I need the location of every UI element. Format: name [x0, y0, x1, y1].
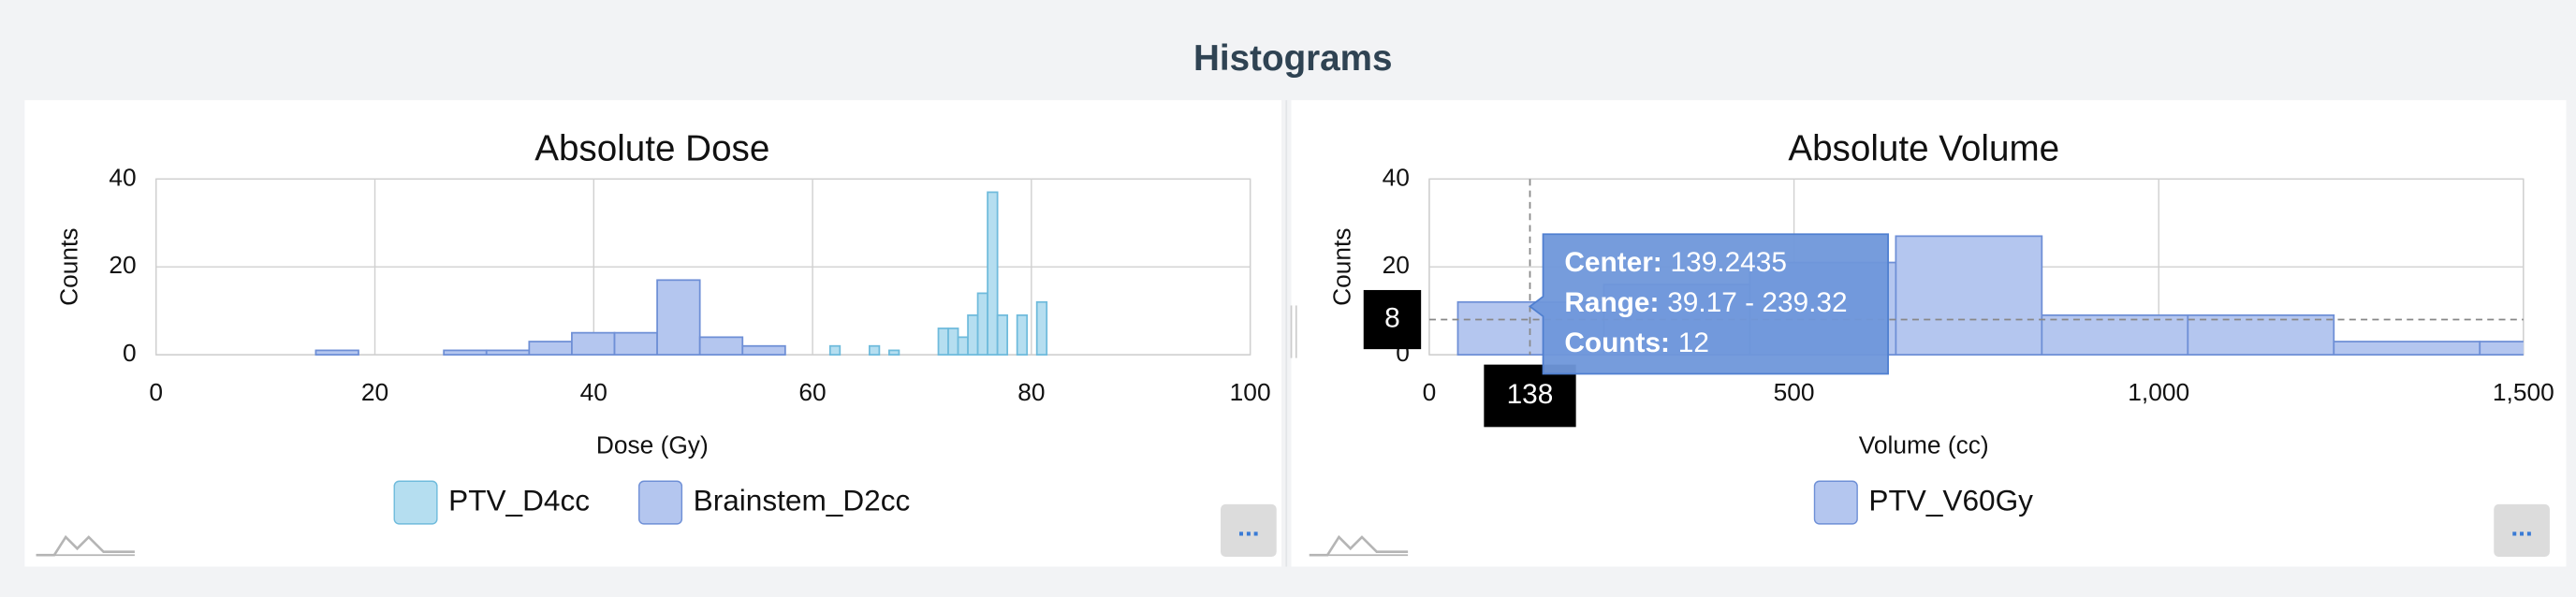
histogram-bar	[2333, 341, 2481, 356]
crosshair-y-label: 8	[1384, 302, 1400, 333]
histogram-bar	[443, 349, 488, 356]
legend-swatch	[393, 480, 438, 525]
x-tick-label: 0	[149, 378, 163, 406]
x-tick-label: 40	[580, 378, 607, 406]
histogram-bar	[1035, 300, 1048, 356]
histogram-bar	[613, 331, 658, 356]
histogram-bar	[656, 279, 701, 356]
menu-button-box	[2494, 503, 2550, 557]
x-axis-title: Dose (Gy)	[596, 430, 709, 459]
tooltip-value: 139.2435	[1671, 247, 1787, 278]
histogram-bar	[976, 292, 988, 356]
x-tick-label: 80	[1017, 378, 1045, 406]
chart-title: Absolute Volume	[1788, 129, 2059, 169]
tooltip-line: Range: 39.17 - 239.32	[1564, 287, 1847, 318]
y-tick-label: 40	[109, 163, 136, 191]
histogram-bar	[571, 331, 616, 356]
histogram-bar	[2041, 313, 2189, 356]
y-axis-title: Counts	[54, 228, 82, 306]
menu-button-label: ...	[2510, 513, 2532, 542]
histogram-bar	[528, 341, 573, 356]
menu-button-label: ...	[1237, 513, 1259, 542]
x-tick-label: 0	[1423, 378, 1437, 406]
histogram-bar	[947, 328, 959, 356]
tooltip-key: Range:	[1564, 287, 1659, 318]
histogram-bar	[698, 336, 744, 356]
crosshair-x-label: 138	[1507, 379, 1554, 410]
tooltip-key: Center:	[1564, 247, 1661, 278]
legend-swatch	[638, 480, 683, 525]
tooltip-key: Counts:	[1564, 328, 1670, 358]
x-tick-label: 100	[1230, 378, 1271, 406]
legend-item[interactable]: PTV_D4cc	[393, 480, 590, 525]
x-tick-label: 20	[361, 378, 388, 406]
tooltip-line: Center: 139.2435	[1564, 247, 1787, 278]
menu-button[interactable]: ...	[2494, 503, 2550, 557]
chart: Absolute Dose 0 20 40 0 20 40 60 80 100 Dose (Gy) C…	[54, 129, 1277, 557]
legend-swatch	[1813, 480, 1858, 525]
x-tick-label: 1,000	[2128, 378, 2189, 406]
menu-button[interactable]: ...	[1221, 503, 1277, 557]
legend-label: PTV_V60Gy	[1868, 483, 2033, 517]
histogram-bar	[2187, 313, 2335, 356]
legend: PTV_D4cc Brainstem_D2cc	[393, 480, 911, 525]
crosshair-x-box	[1484, 364, 1576, 428]
crosshair-y-box	[1363, 289, 1422, 350]
histogram-bar	[888, 349, 900, 356]
menu-button-box	[1221, 503, 1277, 557]
tooltip-value: 39.17 - 239.32	[1667, 287, 1847, 318]
tooltip: Center: 139.2435 Range: 39.17 - 239.32 Count…	[1529, 233, 1889, 375]
histogram-bar	[996, 313, 1009, 356]
histogram-bar	[1016, 313, 1029, 356]
legend-label: Brainstem_D2cc	[694, 483, 911, 517]
histogram-bar	[957, 336, 969, 356]
bars	[315, 191, 1048, 356]
chart-title: Absolute Dose	[534, 129, 769, 169]
x-tick-label: 1,500	[2493, 378, 2554, 406]
tooltip-value: 12	[1678, 328, 1709, 358]
histogram-bar	[1895, 235, 2043, 356]
y-tick-label: 0	[123, 339, 137, 367]
legend: PTV_V60Gy	[1813, 480, 2034, 525]
histogram-bar	[315, 349, 359, 356]
histogram-bar	[868, 344, 881, 356]
page-title: Histograms	[1193, 38, 1392, 79]
histogram-bar	[741, 344, 786, 356]
legend-item[interactable]: Brainstem_D2cc	[638, 480, 911, 525]
crosshair-labels: 8 138	[1363, 289, 1576, 428]
tooltip-line: Counts: 12	[1564, 328, 1709, 358]
legend-label: PTV_D4cc	[448, 483, 590, 517]
tooltip-box	[1529, 233, 1889, 375]
histogram-bar	[967, 313, 979, 356]
x-tick-label: 500	[1774, 378, 1815, 406]
x-tick-label: 60	[798, 378, 826, 406]
x-axis-title: Volume (cc)	[1859, 430, 1989, 459]
histogram-bar	[485, 349, 531, 356]
histogram-bar	[2479, 341, 2524, 356]
y-axis-title: Counts	[1328, 228, 1356, 306]
y-tick-label: 20	[1383, 251, 1410, 279]
histogram-bar	[987, 191, 999, 356]
y-tick-label: 40	[1383, 163, 1410, 191]
histogram-bar	[828, 344, 842, 356]
legend-item[interactable]: PTV_V60Gy	[1813, 480, 2034, 525]
y-tick-label: 20	[109, 251, 136, 279]
histogram-bar	[937, 328, 949, 356]
